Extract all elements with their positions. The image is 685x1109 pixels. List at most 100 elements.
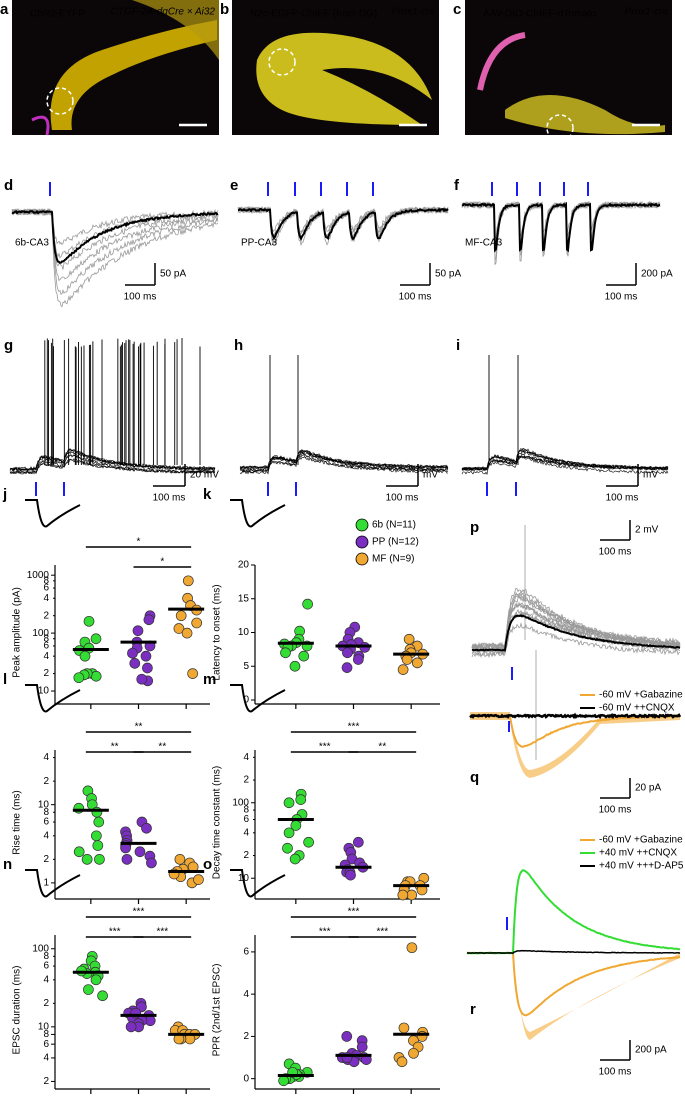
legend-marker [355,535,369,549]
y-tick-label: 6 [43,1039,49,1050]
y-tick-label: 10 [38,686,50,697]
data-point [140,650,152,662]
y-tick-label: 6 [243,814,249,825]
trace [237,207,449,242]
data-point [295,794,307,805]
data-point [121,853,133,865]
data-point [134,846,146,858]
y-tick-label: 2 [43,668,49,679]
data-point [397,889,409,901]
trace-band [467,953,680,1040]
data-point [283,827,295,839]
significance-label: *** [319,742,331,753]
data-point [191,617,203,629]
y-tick-label: 100 [32,628,49,639]
data-point [289,853,301,865]
data-point [173,623,185,634]
data-point [90,633,102,645]
y-tick-label: 4 [43,752,49,763]
trace-label: 6b-CA3 [15,238,49,249]
trace [471,621,680,659]
data-point [345,869,356,881]
data-point [127,647,138,659]
data-point [97,990,108,1002]
trace [9,449,216,472]
y-tick-label: 20 [238,560,250,571]
image-label: N2c-EGFP-ChIEF (from DG) [250,9,377,20]
data-point [90,974,102,986]
panel-letter: g [4,337,13,354]
data-point [73,802,85,814]
data-point [408,1047,419,1059]
legend-marker [355,552,369,566]
trace-band [470,712,680,778]
y-tick-label: 8 [43,951,49,962]
data-point [280,647,291,659]
scale-label: 100 ms [399,292,432,303]
scale-label: mV [423,470,438,481]
scale-label: 20 pA [635,783,661,794]
significance-label: *** [348,907,360,918]
data-point [397,664,409,675]
trace [461,447,669,472]
inset-trace [25,684,81,713]
y-axis-label: Rise time (ms) [12,790,23,854]
scale-label: 200 pA [641,269,673,280]
inset-trace [25,869,81,898]
trace [9,455,216,475]
significance-label: *** [133,907,145,918]
y-axis-label: Peak amplitude (pA) [12,587,23,678]
roi [546,114,574,142]
panel-letter: q [470,769,479,786]
significance-label: * [137,537,141,548]
image-title: Prox1-cre [625,7,669,18]
y-tick-label: 6 [243,947,249,958]
y-tick-label: 2 [243,775,249,786]
panel-letter: h [234,337,243,354]
panel-letter: e [230,177,238,194]
scale-label: 2 mV [635,525,659,536]
inset-trace [230,869,286,898]
y-tick-label: 10 [38,799,50,810]
data-point [182,575,194,587]
trace [461,201,661,262]
data-point [278,1075,289,1087]
trace [239,454,449,475]
y-tick-label: 4 [243,752,249,763]
data-point [403,633,415,645]
data-point [283,797,295,809]
y-tick-label: 4 [243,989,249,1000]
data-point [83,615,95,627]
y-axis-label: EPSC duration (ms) [12,966,23,1055]
y-tick-label: 6 [43,817,49,828]
trace [467,951,681,1017]
panel-letter: f [454,177,460,194]
trace [9,447,216,472]
inset-trace [230,684,286,713]
y-tick-label: 2 [43,854,49,865]
y-tick-label: 10 [238,627,250,638]
y-tick-label: 8 [43,575,49,586]
panel-letter: b [220,1,229,18]
significance-label: ** [135,722,143,733]
trace [239,456,449,472]
y-tick-label: 4 [43,651,49,662]
data-point [298,650,310,662]
roi [268,48,296,76]
trace [471,587,681,653]
image-label: ChR2-EYFP [30,9,85,20]
panel-letter: o [203,856,212,873]
data-point [406,889,418,901]
data-point [129,658,141,669]
legend-label: MF (N=9) [372,554,415,565]
data-point [94,853,105,865]
trace [11,208,219,295]
y-tick-label: 8 [43,807,49,818]
data-point [143,614,155,626]
data-point [73,672,85,684]
y-tick-label: 2 [243,850,249,861]
data-point [132,625,144,637]
panel-letter: p [470,519,479,536]
data-point [79,650,91,662]
